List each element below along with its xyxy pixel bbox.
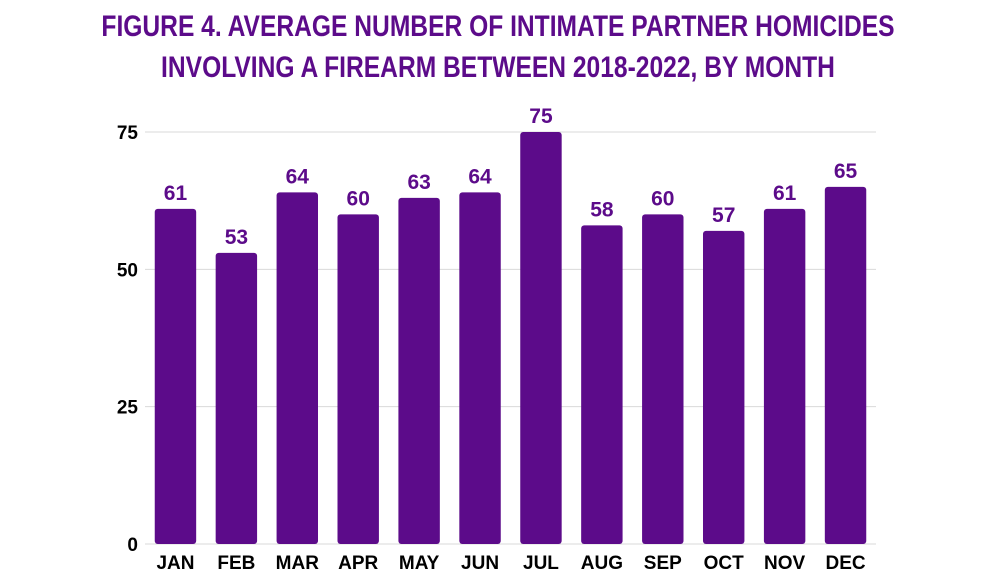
x-tick-label: SEP — [644, 553, 682, 574]
bar-aug — [581, 225, 623, 545]
data-label: 57 — [712, 204, 735, 227]
bar-dec — [824, 186, 867, 544]
x-tick-label: JUN — [461, 553, 499, 574]
x-tick-label: JUL — [523, 553, 559, 574]
gridlines — [145, 131, 876, 545]
data-label: 58 — [590, 198, 614, 221]
bar-jun — [459, 192, 501, 544]
bar-jan — [154, 208, 197, 544]
x-tick-label: NOV — [764, 553, 806, 574]
data-label: 64 — [286, 165, 310, 188]
data-label: 75 — [529, 105, 553, 128]
bar-jul — [520, 132, 562, 544]
data-label: 64 — [468, 165, 492, 188]
x-tick-label: MAY — [399, 553, 440, 574]
x-tick-label: OCT — [704, 553, 745, 574]
bar-feb — [215, 252, 258, 544]
data-label: 53 — [225, 226, 248, 249]
data-label: 60 — [347, 187, 370, 210]
data-label: 63 — [407, 171, 430, 194]
bar-may — [398, 197, 440, 545]
data-label: 65 — [834, 160, 858, 183]
chart-title-line-2: INVOLVING A FIREARM BETWEEN 2018-2022, B… — [161, 51, 835, 84]
bar-apr — [337, 214, 379, 544]
x-axis-ticks: JAN FEB MAR APR MAY JUN JUL AUG SEP OCT NOV DEC — [156, 553, 865, 574]
bar-oct — [702, 230, 745, 544]
y-axis-ticks: 0 25 50 75 — [117, 123, 139, 556]
x-tick-label: FEB — [217, 553, 255, 574]
x-tick-label: AUG — [581, 553, 623, 574]
data-label: 60 — [651, 187, 674, 210]
data-label: 61 — [164, 182, 188, 205]
y-tick-label: 75 — [117, 123, 139, 144]
bar-mar — [276, 192, 319, 544]
data-labels: 61 53 64 60 63 64 75 58 60 57 61 65 — [164, 105, 858, 249]
chart-title-line-1: FIGURE 4. AVERAGE NUMBER OF INTIMATE PAR… — [101, 10, 895, 43]
bar-nov — [763, 208, 806, 544]
y-tick-label: 50 — [117, 260, 138, 281]
y-tick-label: 25 — [117, 398, 139, 419]
x-tick-label: MAR — [276, 553, 320, 574]
bars — [154, 132, 867, 545]
x-tick-label: DEC — [825, 553, 865, 574]
x-tick-label: APR — [338, 553, 378, 574]
data-label: 61 — [773, 182, 797, 205]
bar-sep — [642, 214, 684, 544]
y-tick-label: 0 — [127, 535, 138, 556]
x-tick-label: JAN — [156, 553, 194, 574]
